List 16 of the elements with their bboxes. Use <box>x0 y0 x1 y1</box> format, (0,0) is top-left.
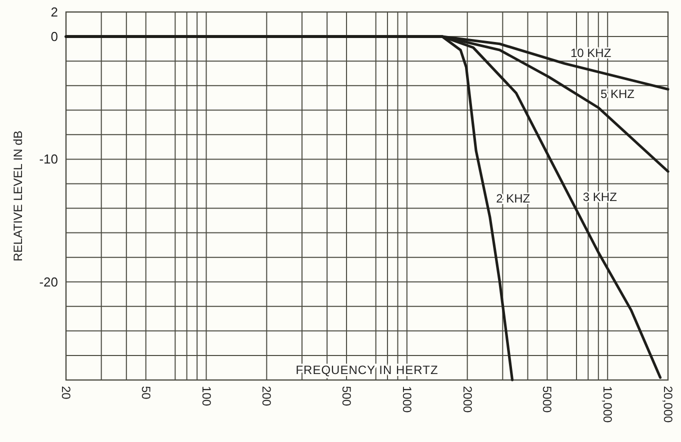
x-tick-label: 5000 <box>540 386 554 414</box>
x-tick-label: 500 <box>340 386 354 406</box>
x-tick-label: 1000 <box>400 386 414 414</box>
x-tick-label: 50 <box>138 386 153 400</box>
x-tick-label: 2000 <box>460 386 474 414</box>
y-tick-label: 2 <box>50 4 58 20</box>
x-tick-label: 10,000 <box>600 386 615 424</box>
x-tick-label: 100 <box>199 386 214 406</box>
series-label: 5 KHZ <box>600 87 634 101</box>
y-tick-label: -20 <box>39 274 58 290</box>
x-tick-label: 200 <box>260 386 274 406</box>
x-tick-label: 20 <box>59 386 73 400</box>
y-axis-title: RELATIVE LEVEL IN dB <box>11 130 25 262</box>
x-tick-label: 20,000 <box>661 386 675 424</box>
y-tick-label: -10 <box>39 152 58 167</box>
y-tick-label: 0 <box>50 29 58 44</box>
